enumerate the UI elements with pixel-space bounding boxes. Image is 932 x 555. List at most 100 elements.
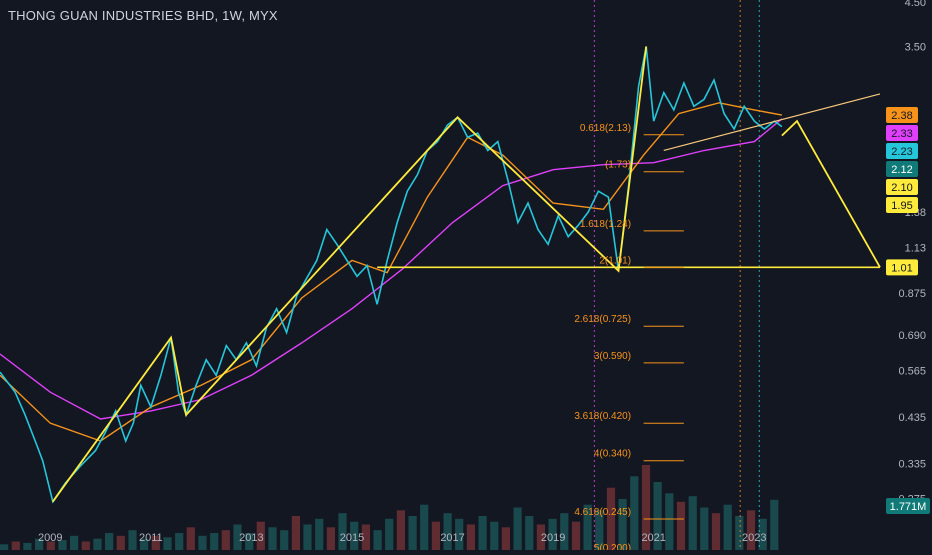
y-tick-label: 3.50 [905, 42, 926, 54]
fib-level-label: 0.618(2.13) [580, 123, 631, 134]
volume-bar [595, 510, 604, 550]
volume-bar [571, 521, 581, 550]
chart-title: THONG GUAN INDUSTRIES BHD, 1W, MYX [8, 8, 278, 23]
volume-bar [653, 482, 662, 550]
volume-bar [490, 521, 499, 550]
y-tick-label: 0.565 [898, 366, 926, 378]
price-badge [886, 143, 918, 160]
volume-bar [350, 521, 359, 550]
volume-bar [338, 513, 347, 550]
volume-bar [501, 527, 510, 550]
x-tick-label: 2021 [641, 532, 665, 544]
volume-bar [268, 527, 277, 550]
volume-bar [0, 544, 9, 550]
volume-bar [560, 513, 569, 550]
price-badge [886, 125, 918, 142]
x-tick-label: 2017 [440, 532, 464, 544]
price-badge-label: 2.12 [891, 164, 912, 176]
fib-level-label: 3(0.590) [594, 351, 631, 362]
volume-bar [676, 501, 686, 550]
volume-bar [478, 516, 487, 550]
price-badge-label: 2.33 [891, 128, 912, 140]
volume-badge-label: 1.771M [890, 501, 927, 513]
volume-bar [700, 507, 709, 550]
x-tick-label: 2015 [340, 532, 364, 544]
volume-bar [466, 524, 475, 550]
volume-bar [245, 533, 254, 550]
volume-bar [455, 518, 464, 550]
volume-bar [618, 499, 627, 550]
y-tick-label: 0.875 [898, 288, 926, 300]
volume-bar [81, 541, 90, 550]
y-tick-label: 0.690 [898, 330, 926, 342]
x-tick-label: 2019 [541, 532, 565, 544]
volume-bar [735, 516, 744, 550]
fib-level-label: 3.618(0.420) [574, 411, 631, 422]
volume-bar [256, 521, 265, 550]
volume-bar [396, 510, 405, 550]
volume-bar [373, 530, 382, 550]
volume-bar [665, 493, 674, 550]
volume-bar [186, 527, 195, 550]
fib-level-label: 1.618(1.24) [580, 219, 631, 230]
volume-bar [583, 504, 592, 550]
wave-line [52, 46, 648, 503]
volume-bar [105, 533, 114, 550]
moving-average-line [0, 118, 783, 420]
volume-bar [35, 538, 44, 550]
volume-bar [58, 540, 67, 550]
volume-bar [326, 527, 335, 550]
x-tick-label: 2013 [239, 532, 263, 544]
price-line [0, 46, 783, 504]
volume-bar [210, 533, 219, 550]
fib-level-label: 4.618(0.245) [574, 507, 631, 518]
volume-bar [11, 541, 20, 550]
volume-bar [128, 530, 137, 550]
volume-bar [140, 538, 149, 550]
channel-line [663, 93, 881, 152]
volume-bar [548, 518, 557, 550]
volume-bar [641, 465, 651, 550]
x-tick-label: 2009 [38, 532, 62, 544]
projection-line [781, 119, 881, 268]
volume-bar [93, 538, 102, 550]
volume-bar [525, 516, 534, 550]
volume-bar [420, 504, 429, 550]
volume-bar [315, 518, 324, 550]
volume-bar [116, 535, 125, 550]
volume-bar [385, 518, 394, 550]
volume-bar [758, 518, 767, 550]
volume-bar [303, 524, 312, 550]
y-tick-label: 1.13 [905, 242, 926, 254]
price-badge-label: 2.10 [891, 182, 912, 194]
volume-bar [291, 516, 300, 550]
fib-level-label: 2(1.01) [599, 255, 631, 266]
volume-bar [23, 542, 32, 550]
fib-level-label: 5(0.200) [594, 543, 631, 550]
price-badge [886, 197, 918, 214]
volume-bar [163, 537, 172, 551]
price-badge-label: 2.38 [891, 110, 912, 122]
fib-level-label: (1.73) [605, 160, 631, 171]
volume-bar [233, 524, 242, 550]
price-badge-label: 1.01 [891, 262, 912, 274]
fib-level-label: 4(0.340) [594, 449, 631, 460]
volume-bar [408, 516, 417, 550]
volume-bar [723, 504, 732, 550]
volume-bar [46, 541, 55, 550]
volume-bar [746, 510, 756, 550]
volume-bar [630, 476, 639, 550]
y-tick-label: 0.335 [898, 458, 926, 470]
volume-bar [688, 496, 697, 550]
volume-bar [361, 524, 370, 550]
volume-bar [151, 535, 160, 550]
price-badge-label: 2.23 [891, 146, 912, 158]
volume-bar [443, 513, 452, 550]
volume-bar [70, 535, 79, 550]
volume-badge [886, 498, 930, 514]
price-badge [886, 259, 918, 276]
volume-bar [606, 487, 616, 550]
volume-bar [280, 530, 289, 550]
